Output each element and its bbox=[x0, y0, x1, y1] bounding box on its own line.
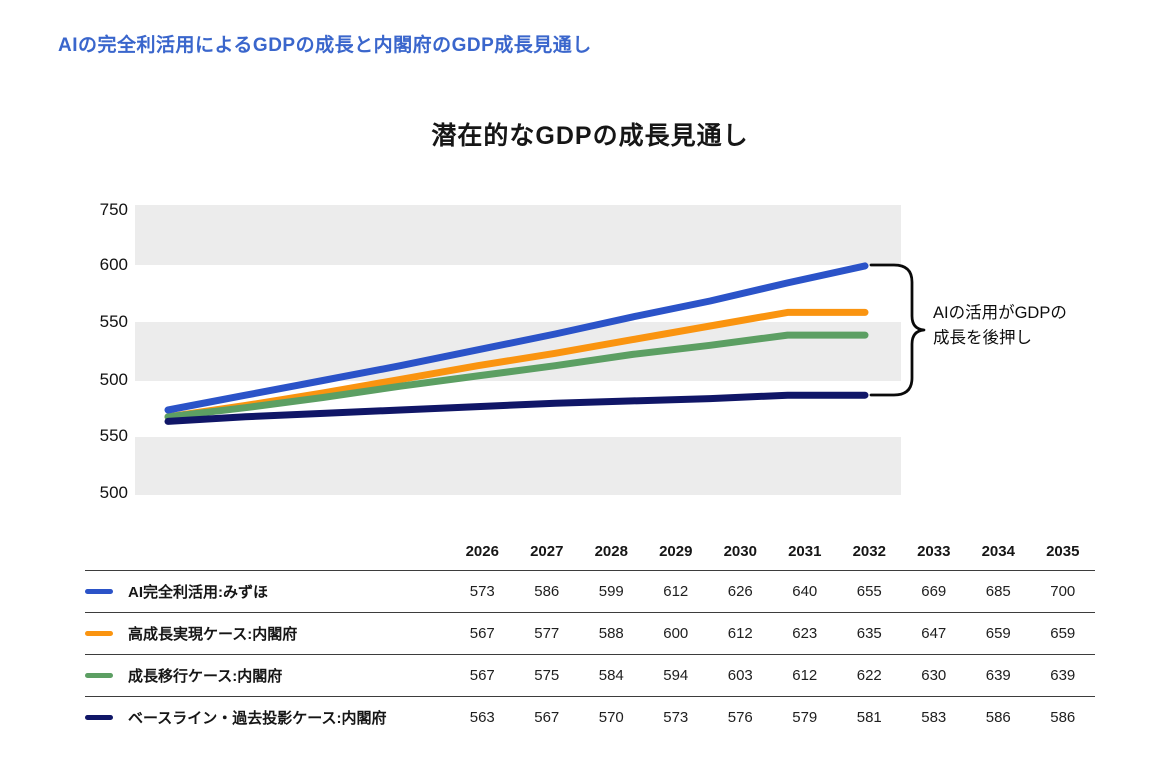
table-value-cell: 567 bbox=[534, 709, 560, 726]
table-year-header: 2026 bbox=[465, 542, 499, 560]
series-line-3 bbox=[164, 391, 869, 425]
legend-label: 高成長実現ケース:内閣府 bbox=[128, 626, 298, 643]
table-row: ベースライン・過去投影ケース:内閣府 563 567 570 573 576 579 581 5… bbox=[85, 696, 1095, 738]
table-value-cell: 586 bbox=[534, 583, 560, 600]
table-row: AI完全利活用:みずほ 573 586 599 612 626 640 655 669 685 70… bbox=[85, 570, 1095, 612]
y-axis-label: 750 bbox=[99, 200, 128, 219]
table-value-cell: 573 bbox=[663, 709, 689, 726]
data-table: 2026 2027 2028 2029 2030 2031 2032 2033 2034 2035… bbox=[85, 532, 1095, 738]
legend-cell: 成長移行ケース:内閣府 bbox=[85, 665, 450, 686]
table-value-cell: 640 bbox=[792, 583, 818, 600]
table-value-cell: 639 bbox=[985, 667, 1011, 684]
y-axis-label: 550 bbox=[99, 312, 128, 331]
table-value-cell: 626 bbox=[727, 583, 753, 600]
table-value-cell: 647 bbox=[921, 625, 947, 642]
legend-cell: ベースライン・過去投影ケース:内閣府 bbox=[85, 707, 450, 728]
series-line-2 bbox=[164, 331, 869, 421]
annotation-line2: 成長を後押し bbox=[933, 329, 1032, 347]
table-value-cell: 586 bbox=[1050, 709, 1076, 726]
table-value-cell: 563 bbox=[469, 709, 495, 726]
table-value-cell: 570 bbox=[598, 709, 624, 726]
legend-swatch-icon bbox=[85, 588, 113, 595]
legend-cell: 高成長実現ケース:内閣府 bbox=[85, 623, 450, 644]
table-header-row: 2026 2027 2028 2029 2030 2031 2032 2033 2034 2035 bbox=[85, 532, 1095, 570]
table-value-cell: 630 bbox=[921, 667, 947, 684]
table-value-cell: 659 bbox=[1050, 625, 1076, 642]
grid-band bbox=[135, 437, 901, 495]
table-value-cell: 577 bbox=[534, 625, 560, 642]
table-value-cell: 635 bbox=[856, 625, 882, 642]
table-value-cell: 567 bbox=[469, 625, 495, 642]
y-axis-label: 550 bbox=[99, 426, 128, 445]
table-value-cell: 669 bbox=[921, 583, 947, 600]
table-body: AI完全利活用:みずほ 573 586 599 612 626 640 655 669 685 70… bbox=[85, 570, 1095, 738]
y-axis-label: 600 bbox=[99, 255, 128, 274]
table-value-cell: 573 bbox=[469, 583, 495, 600]
chart-annotation: AIの活用がGDPの 成長を後押し bbox=[933, 301, 1067, 351]
table-year-header: 2032 bbox=[852, 542, 886, 560]
table-year-header: 2027 bbox=[530, 542, 564, 560]
table-year-header: 2028 bbox=[594, 542, 628, 560]
legend-label: ベースライン・過去投影ケース:内閣府 bbox=[128, 710, 387, 727]
legend-swatch-icon bbox=[85, 672, 113, 679]
table-value-cell: 612 bbox=[727, 625, 753, 642]
table-value-cell: 603 bbox=[727, 667, 753, 684]
y-axis-label: 500 bbox=[99, 370, 128, 389]
table-year-header: 2034 bbox=[981, 542, 1015, 560]
table-value-cell: 623 bbox=[792, 625, 818, 642]
table-value-cell: 659 bbox=[985, 625, 1011, 642]
chart-gridband-group bbox=[135, 205, 901, 495]
chart-series-group bbox=[164, 262, 869, 425]
table-value-cell: 586 bbox=[985, 709, 1011, 726]
table-value-cell: 612 bbox=[792, 667, 818, 684]
table-value-cell: 622 bbox=[856, 667, 882, 684]
table-year-header: 2030 bbox=[723, 542, 757, 560]
table-value-cell: 612 bbox=[663, 583, 689, 600]
table-value-cell: 655 bbox=[856, 583, 882, 600]
table-value-cell: 685 bbox=[985, 583, 1011, 600]
table-value-cell: 581 bbox=[856, 709, 882, 726]
series-line-0 bbox=[164, 262, 869, 414]
legend-swatch-icon bbox=[85, 714, 113, 721]
table-value-cell: 576 bbox=[727, 709, 753, 726]
table-value-cell: 700 bbox=[1050, 583, 1076, 600]
annotation-line1: AIの活用がGDPの bbox=[933, 304, 1067, 322]
table-year-header: 2029 bbox=[659, 542, 693, 560]
table-value-cell: 575 bbox=[534, 667, 560, 684]
table-value-cell: 584 bbox=[598, 667, 624, 684]
legend-label: 成長移行ケース:内閣府 bbox=[128, 668, 283, 685]
table-value-cell: 639 bbox=[1050, 667, 1076, 684]
table-value-cell: 594 bbox=[663, 667, 689, 684]
table-year-header: 2033 bbox=[917, 542, 951, 560]
table-row: 成長移行ケース:内閣府 567 575 584 594 603 612 622 630 639 63… bbox=[85, 654, 1095, 696]
table-value-cell: 588 bbox=[598, 625, 624, 642]
table-value-cell: 579 bbox=[792, 709, 818, 726]
table-value-cell: 567 bbox=[469, 667, 495, 684]
page-title: AIの完全利活用によるGDPの成長と内閣府のGDP成長見通し bbox=[58, 35, 592, 56]
table-year-header: 2031 bbox=[788, 542, 822, 560]
legend-label: AI完全利活用:みずほ bbox=[128, 584, 268, 601]
legend-cell: AI完全利活用:みずほ bbox=[85, 581, 450, 602]
table-value-cell: 583 bbox=[921, 709, 947, 726]
annotation-brace-icon bbox=[869, 263, 926, 397]
table-value-cell: 600 bbox=[663, 625, 689, 642]
y-axis-label: 500 bbox=[99, 483, 128, 502]
table-row: 高成長実現ケース:内閣府 567 577 588 600 612 623 635 647 659 6… bbox=[85, 612, 1095, 654]
chart-title: 潜在的なGDPの成長見通し bbox=[431, 122, 749, 150]
legend-swatch-icon bbox=[85, 630, 113, 637]
table-year-header: 2035 bbox=[1046, 542, 1080, 560]
grid-band bbox=[135, 205, 901, 265]
table-value-cell: 599 bbox=[598, 583, 624, 600]
